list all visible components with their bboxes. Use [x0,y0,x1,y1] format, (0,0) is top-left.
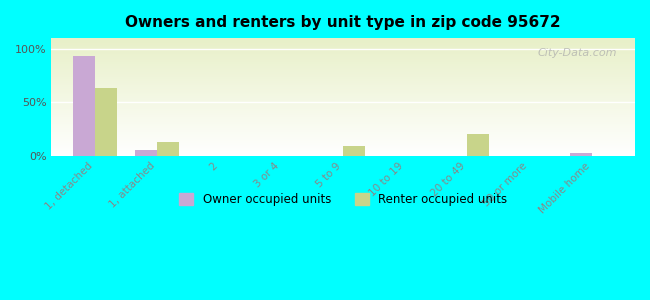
Bar [157,142,179,156]
Bar [467,134,489,156]
Bar [95,88,116,156]
Bar [570,153,592,156]
Bar [343,146,365,156]
Title: Owners and renters by unit type in zip code 95672: Owners and renters by unit type in zip c… [125,15,561,30]
Bar [73,56,95,156]
Text: City-Data.com: City-Data.com [538,47,617,58]
Bar [135,150,157,156]
Legend: Owner occupied units, Renter occupied units: Owner occupied units, Renter occupied un… [174,189,512,211]
